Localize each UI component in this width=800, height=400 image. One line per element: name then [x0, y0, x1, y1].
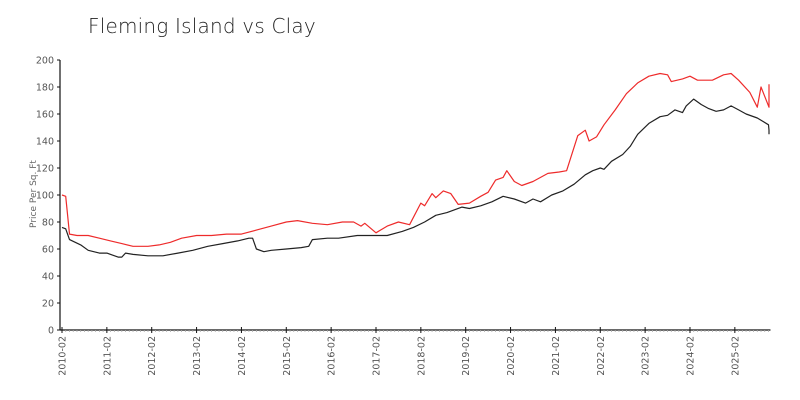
x-tick-label: 2025-02 [730, 336, 741, 376]
x-tick-label: 2020-02 [506, 336, 517, 376]
x-tick-label: 2024-02 [685, 336, 696, 376]
x-tick-label: 2012-02 [147, 336, 158, 376]
x-tick-label: 2011-02 [102, 336, 113, 376]
x-tick-label: 2022-02 [596, 336, 607, 376]
x-tick-label: 2016-02 [327, 336, 338, 376]
y-tick-label: 0 [48, 326, 54, 337]
y-tick-label: 140 [36, 137, 54, 148]
y-tick-label: 160 [36, 110, 54, 121]
y-tick-label: 200 [36, 56, 54, 67]
x-tick-label: 2021-02 [551, 336, 562, 376]
y-tick-label: 20 [42, 299, 54, 310]
x-tick-label: 2018-02 [416, 336, 427, 376]
y-tick-label: 100 [36, 191, 54, 202]
series-line-clay [61, 98, 770, 258]
x-tick-label: 2013-02 [192, 336, 203, 376]
x-tick-label: 2023-02 [641, 336, 652, 376]
x-tick-label: 2010-02 [58, 336, 69, 376]
y-axis-label: Price Per Sq. Ft [29, 160, 39, 228]
series-line-fleming-island [61, 72, 770, 247]
y-tick-label: 180 [36, 83, 54, 94]
y-tick-label: 120 [36, 164, 54, 175]
x-tick-label: 2019-02 [461, 336, 472, 376]
x-tick-label: 2017-02 [371, 336, 382, 376]
x-tick-label: 2014-02 [237, 336, 248, 376]
x-axis: 2010-02 2011-02 2012-02 2013-02 2014-02 2015-… [58, 327, 771, 376]
chart-title: Fleming Island vs Clay [88, 14, 316, 38]
y-tick-label: 40 [42, 272, 54, 283]
y-tick-label: 60 [42, 245, 54, 256]
y-tick-label: 80 [42, 218, 54, 229]
x-tick-label: 2015-02 [282, 336, 293, 376]
series-lines [61, 72, 770, 258]
y-axis: 0 20 40 60 80 100 120 140 160 180 200 [36, 56, 61, 337]
